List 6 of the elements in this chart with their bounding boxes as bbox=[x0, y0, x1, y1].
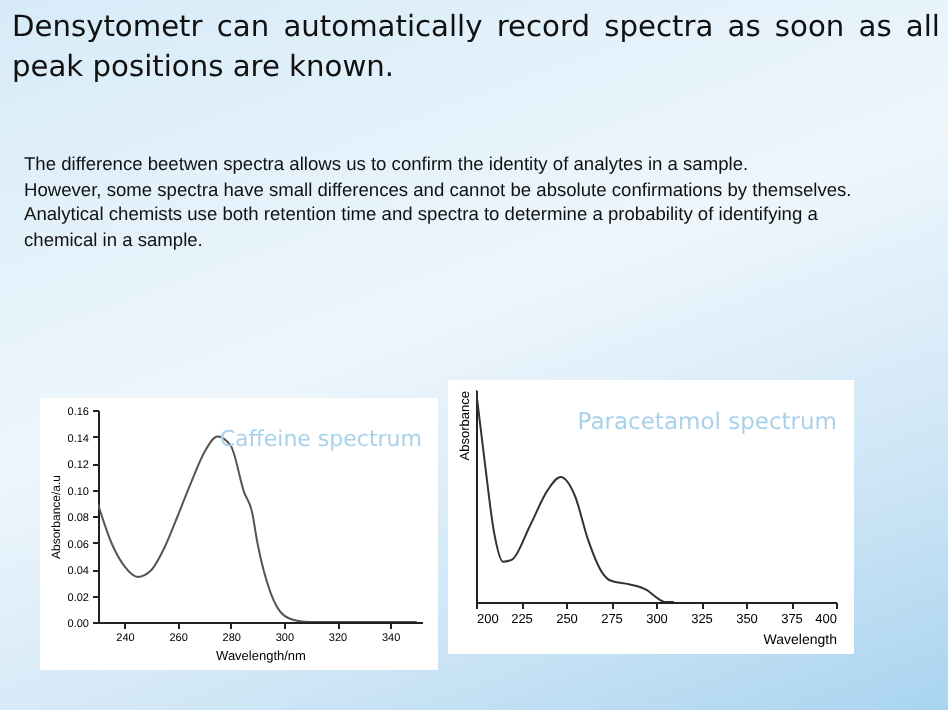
text: However, some spectra have small differences and cannot be absolute confirmations by themselves. bbox=[24, 177, 854, 203]
text: The difference beetwen spectra allows us to confirm the identity of analytes in a sample. bbox=[24, 152, 751, 178]
text: Densytometr can automatically record spectra as soon as all peak positions are known. bbox=[12, 8, 940, 88]
text: Paracetamol spectrum bbox=[577, 407, 837, 435]
text: Analytical chemists use both retention time and spectra to determine a probability of identifying a chemical in a sample. bbox=[24, 202, 820, 253]
text: Caffeine spectrum bbox=[219, 426, 422, 452]
